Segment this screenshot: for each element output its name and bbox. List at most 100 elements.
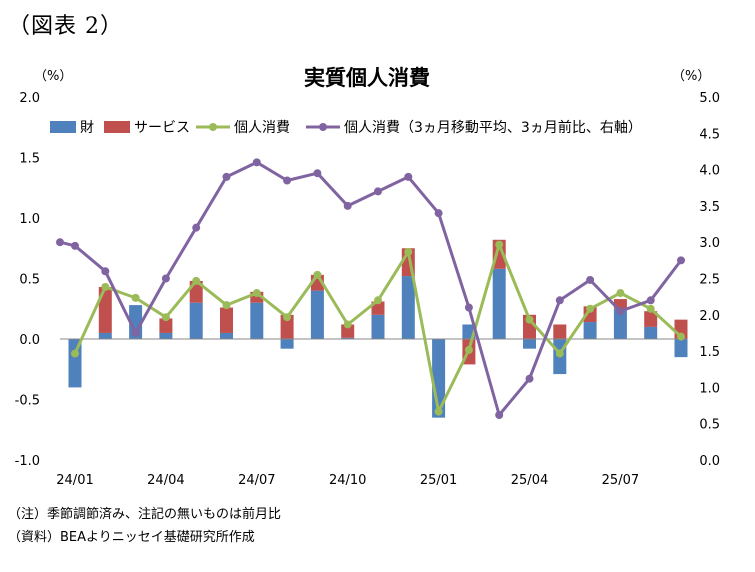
goods-bar — [98, 332, 112, 339]
pce-3m-point — [222, 172, 231, 181]
pce-point — [404, 247, 413, 256]
pce-3m-point — [283, 176, 292, 185]
services-bar — [341, 324, 355, 338]
pce-point — [677, 332, 685, 341]
pce-3m-point — [131, 328, 140, 337]
lines — [56, 158, 685, 419]
goods-bar — [644, 326, 658, 339]
chart: 実質個人消費 （%） （%） 財 サービス 個人消費 個人消費（3ヵ月移動平均、3ヵ月… — [15, 66, 720, 488]
pce-point — [343, 320, 352, 329]
pce-3m-point — [646, 296, 655, 305]
x-tick-label: 25/01 — [420, 473, 457, 488]
left-tick-label: 1.0 — [19, 212, 40, 227]
goods-bar — [129, 305, 143, 339]
pce-point — [374, 296, 382, 305]
right-tick-label: 2.5 — [699, 273, 720, 288]
goods-bar — [220, 332, 233, 339]
legend-label: サービス — [134, 120, 190, 136]
left-axis-ticks: 2.0 1.5 1.0 0.5 0.0 -0.5 -1.0 — [15, 91, 40, 469]
right-tick-label: 1.5 — [699, 345, 720, 360]
left-axis-unit: （%） — [34, 69, 72, 84]
x-axis-ticks: 24/01 24/04 24/07 24/10 25/01 25/04 25/07 — [56, 473, 639, 488]
goods-bar — [613, 308, 627, 339]
pce-3m-point — [56, 238, 64, 247]
services-bar — [613, 299, 627, 309]
pce-3m-point — [495, 410, 504, 419]
legend-label: 個人消費 — [234, 120, 290, 136]
pce-point — [313, 270, 322, 279]
x-tick-label: 24/01 — [56, 473, 93, 488]
pce-point — [222, 301, 231, 310]
legend: 財 サービス 個人消費 個人消費（3ヵ月移動平均、3ヵ月前比、右軸） — [50, 119, 642, 136]
legend-swatch-marker — [319, 123, 327, 131]
services-bar — [371, 301, 385, 315]
legend-swatch — [104, 121, 130, 133]
pce-3m-point — [252, 158, 261, 167]
pce-3m-point — [586, 275, 595, 284]
services-bar — [553, 324, 567, 339]
pce-3m-line — [59, 160, 683, 417]
services-bar — [280, 314, 294, 339]
right-tick-label: 0.0 — [699, 454, 720, 469]
pce-point — [555, 349, 564, 358]
pce-point — [283, 313, 292, 322]
left-tick-label: -0.5 — [15, 394, 40, 409]
left-tick-label: 1.5 — [19, 152, 40, 167]
goods-bar — [189, 302, 203, 339]
right-tick-label: 3.0 — [699, 236, 720, 251]
bars — [68, 239, 688, 418]
right-tick-label: 1.0 — [699, 381, 720, 396]
x-tick-label: 24/10 — [329, 473, 366, 488]
left-tick-label: 0.5 — [19, 273, 40, 288]
left-tick-label: 2.0 — [19, 91, 40, 106]
right-tick-label: 4.0 — [699, 164, 720, 179]
services-bar — [250, 291, 264, 303]
goods-bar — [310, 290, 324, 339]
pce-3m-point — [161, 274, 170, 283]
goods-bar — [280, 339, 294, 349]
pce-3m-point — [404, 172, 413, 181]
pce-3m-point — [192, 223, 201, 232]
right-tick-label: 2.0 — [699, 309, 720, 324]
x-tick-label: 25/07 — [602, 473, 639, 488]
x-tick-label: 25/04 — [511, 473, 548, 488]
pce-3m-point — [434, 209, 443, 218]
goods-bar — [250, 302, 264, 339]
pce-3m-point — [71, 241, 79, 250]
services-bar — [220, 307, 233, 333]
right-axis-unit: （%） — [672, 69, 710, 84]
services-bar — [644, 311, 658, 327]
legend-label: 財 — [80, 120, 94, 136]
left-tick-label: -1.0 — [15, 454, 40, 469]
figure-label: （図表 2） — [8, 14, 123, 39]
pce-3m-point — [343, 201, 352, 210]
pce-point — [131, 293, 140, 302]
note-seasonal: （注）季節調節済み、注記の無いものは前月比 — [8, 507, 282, 522]
goods-bar — [68, 339, 82, 388]
right-tick-label: 0.5 — [699, 418, 720, 433]
pce-point — [71, 349, 79, 358]
goods-bar — [371, 314, 385, 339]
chart-title: 実質個人消費 — [304, 66, 430, 90]
pce-point — [434, 407, 443, 416]
legend-swatch — [50, 121, 76, 133]
right-tick-label: 3.5 — [699, 200, 720, 215]
goods-bar — [523, 339, 536, 349]
pce-point — [586, 304, 595, 313]
pce-3m-point — [374, 187, 382, 196]
x-tick-label: 24/04 — [147, 473, 184, 488]
pce-point — [101, 282, 110, 291]
pce-point — [525, 315, 534, 324]
right-tick-label: 5.0 — [699, 91, 720, 106]
right-axis-ticks: 5.0 4.5 4.0 3.5 3.0 2.5 2.0 1.5 1.0 0.5 0.0 — [699, 91, 720, 469]
goods-bar — [492, 268, 506, 339]
pce-3m-point — [313, 169, 322, 178]
pce-3m-point — [555, 296, 564, 305]
goods-bar — [159, 332, 173, 339]
note-source: （資料）BEAよりニッセイ基礎研究所作成 — [8, 530, 255, 545]
pce-point — [646, 304, 655, 313]
pce-point — [464, 345, 473, 354]
legend-swatch-marker — [209, 123, 217, 131]
pce-3m-point — [616, 307, 625, 316]
pce-point — [252, 289, 261, 298]
